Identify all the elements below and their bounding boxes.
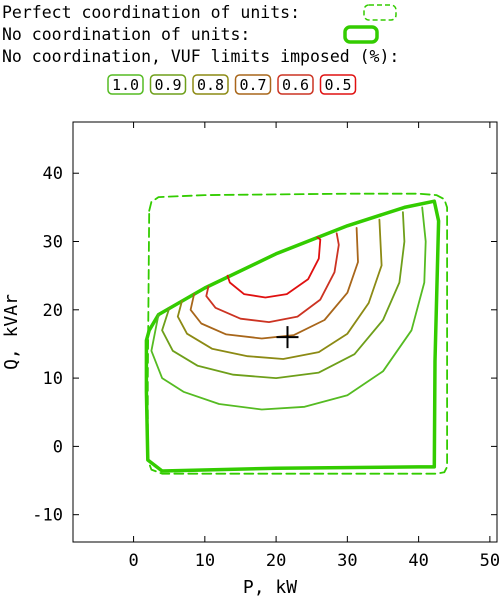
vuf-swatch-label: 0.6: [282, 76, 309, 94]
legend-nocoord-label: No coordination of units:: [2, 25, 250, 44]
vuf-swatch-box: [192, 74, 229, 95]
x-tick-label: 30: [337, 551, 357, 571]
vuf-swatch-label: 0.7: [239, 76, 266, 94]
legend-perfect-swatch: [363, 4, 397, 21]
series-layer: [144, 192, 448, 475]
y-tick-label: 30: [43, 233, 63, 253]
series-line-6: [205, 232, 340, 323]
vuf-swatch-box: [277, 74, 314, 95]
series-line-7: [226, 236, 322, 299]
marker-layer: [276, 326, 299, 349]
y-tick-label: 20: [43, 301, 63, 321]
x-tick-label: 10: [195, 551, 215, 571]
legend-perfect-label: Perfect coordination of units:: [2, 3, 300, 22]
legend: Perfect coordination of units: No coordi…: [2, 3, 399, 95]
y-tick-label: 10: [43, 369, 63, 389]
y-tick-label: 40: [43, 164, 63, 184]
x-tick-label: 50: [480, 551, 499, 571]
series-line-0: [146, 192, 448, 475]
vuf-swatch-label: 0.5: [324, 76, 351, 94]
operating-point-marker: [276, 326, 299, 349]
series-line-3: [161, 211, 406, 379]
x-tick-label: 0: [128, 551, 138, 571]
vuf-swatch-label: 1.0: [112, 76, 139, 94]
vuf-swatch-box: [234, 74, 272, 95]
plot-frame: [72, 121, 498, 543]
vuf-swatch-box: [107, 74, 144, 95]
legend-vuf-swatches: 1.0 0.9 0.8 0.7 0.6 0.5: [107, 74, 357, 95]
legend-vuf-label: No coordination, VUF limits imposed (%):: [2, 47, 399, 66]
x-tick-label: 40: [408, 551, 428, 571]
vuf-swatch-box: [319, 74, 357, 95]
y-axis-label: Q, kVAr: [1, 294, 22, 370]
series-line-2: [150, 206, 427, 411]
vuf-swatch-box: [149, 74, 187, 95]
vuf-swatch-label: 0.8: [197, 76, 224, 94]
series-line-4: [176, 218, 383, 360]
x-axis-label: P, kW: [243, 577, 297, 598]
legend-nocoord-swatch: [343, 25, 379, 44]
axis-ticks: 0 10 20 30 40 50 -10 0 10 20 30 40: [32, 122, 499, 571]
vuf-swatch-label: 0.9: [154, 76, 181, 94]
y-tick-label: -10: [32, 506, 63, 526]
y-tick-label: 0: [53, 437, 63, 457]
series-line-1: [144, 199, 441, 473]
x-tick-label: 20: [266, 551, 286, 571]
